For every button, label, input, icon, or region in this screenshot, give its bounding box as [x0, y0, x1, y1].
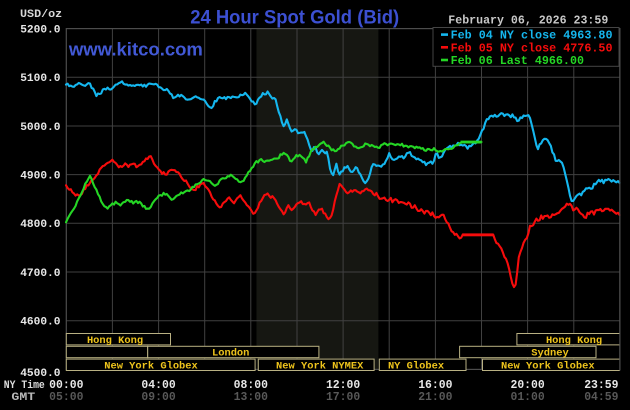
svg-text:17:00: 17:00	[326, 390, 360, 404]
svg-text:00:00: 00:00	[49, 378, 83, 392]
svg-text:February 06, 2026 23:59: February 06, 2026 23:59	[448, 14, 608, 27]
svg-text:Feb 05 NY close 4776.50: Feb 05 NY close 4776.50	[451, 41, 613, 55]
svg-text:08:00: 08:00	[234, 378, 268, 392]
svg-text:5200.0: 5200.0	[20, 25, 60, 37]
svg-text:London: London	[212, 348, 249, 360]
svg-text:5000.0: 5000.0	[20, 122, 60, 134]
svg-text:09:00: 09:00	[141, 390, 175, 404]
svg-text:New York Globex: New York Globex	[104, 360, 198, 372]
svg-text:24 Hour Spot Gold (Bid): 24 Hour Spot Gold (Bid)	[190, 7, 399, 28]
svg-text:21:00: 21:00	[418, 390, 452, 404]
svg-text:20:00: 20:00	[510, 378, 544, 392]
svg-text:4600.0: 4600.0	[20, 317, 60, 329]
svg-text:USD/oz: USD/oz	[20, 9, 62, 21]
svg-text:4700.0: 4700.0	[20, 268, 60, 280]
svg-text:13:00: 13:00	[234, 390, 268, 404]
svg-text:04:00: 04:00	[141, 378, 175, 392]
svg-text:01:00: 01:00	[510, 390, 544, 404]
svg-text:4800.0: 4800.0	[20, 219, 60, 231]
svg-text:Feb 04 NY close 4963.80: Feb 04 NY close 4963.80	[451, 29, 613, 43]
svg-text:Hong Kong: Hong Kong	[87, 335, 143, 347]
svg-text:05:00: 05:00	[49, 390, 83, 404]
svg-text:NY Globex: NY Globex	[388, 360, 444, 372]
svg-text:4900.0: 4900.0	[20, 171, 60, 183]
svg-text:www.kitco.com: www.kitco.com	[68, 39, 203, 60]
svg-text:Feb 06 Last 4966.00: Feb 06 Last 4966.00	[451, 54, 584, 68]
svg-text:NY Time: NY Time	[4, 380, 45, 392]
svg-text:New York NYMEX: New York NYMEX	[276, 360, 364, 372]
svg-text:12:00: 12:00	[326, 378, 360, 392]
svg-text:5100.0: 5100.0	[20, 73, 60, 85]
svg-text:Hong Kong: Hong Kong	[546, 335, 602, 347]
svg-text:GMT: GMT	[11, 392, 35, 404]
svg-text:4500.0: 4500.0	[20, 368, 60, 380]
svg-text:04:59: 04:59	[584, 390, 618, 404]
svg-text:23:59: 23:59	[584, 378, 618, 392]
svg-text:New York Globex: New York Globex	[501, 360, 595, 372]
svg-text:16:00: 16:00	[418, 378, 452, 392]
svg-text:Sydney: Sydney	[531, 348, 569, 360]
